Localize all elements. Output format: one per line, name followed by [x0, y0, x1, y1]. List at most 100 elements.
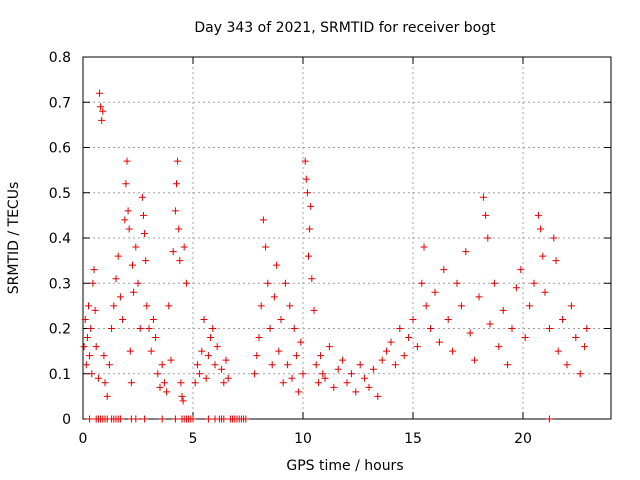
- x-tick-label: 5: [189, 431, 198, 447]
- data-marks: [80, 89, 591, 423]
- data-point: [193, 361, 201, 369]
- data-point: [89, 279, 97, 287]
- data-point: [143, 302, 151, 310]
- data-point: [251, 370, 259, 378]
- data-point: [99, 107, 107, 115]
- data-point: [310, 306, 318, 314]
- y-tick-label: 0.3: [49, 276, 71, 292]
- data-point: [81, 315, 89, 323]
- data-point: [257, 302, 265, 310]
- data-point: [281, 279, 289, 287]
- data-point: [204, 415, 212, 423]
- data-point: [466, 329, 474, 337]
- data-point: [259, 216, 267, 224]
- data-point: [134, 279, 142, 287]
- data-point: [581, 343, 589, 351]
- data-point: [202, 374, 210, 382]
- data-point: [88, 370, 96, 378]
- data-point: [100, 352, 108, 360]
- data-point: [177, 379, 185, 387]
- data-point: [422, 302, 430, 310]
- data-point: [427, 325, 435, 332]
- data-point: [321, 374, 329, 382]
- data-point: [116, 415, 124, 423]
- data-point: [101, 379, 109, 387]
- data-point: [160, 379, 168, 387]
- data-point: [369, 365, 377, 373]
- y-tick-label: 0: [62, 412, 71, 428]
- data-point: [86, 415, 94, 423]
- data-point: [152, 334, 160, 342]
- data-point: [325, 343, 333, 351]
- data-point: [576, 370, 584, 378]
- data-point: [204, 352, 212, 360]
- data-point: [314, 379, 322, 387]
- data-point: [90, 266, 98, 274]
- data-point: [176, 257, 184, 265]
- data-point: [420, 243, 428, 251]
- y-tick-label: 0.7: [49, 95, 71, 111]
- data-point: [207, 334, 215, 342]
- data-point: [174, 157, 182, 165]
- data-point: [361, 374, 369, 382]
- data-point: [484, 234, 492, 242]
- data-point: [167, 356, 175, 364]
- data-point: [279, 379, 287, 387]
- data-point: [512, 284, 520, 292]
- data-point: [80, 343, 88, 351]
- data-point: [218, 365, 226, 373]
- data-point: [308, 275, 316, 283]
- data-point: [105, 361, 113, 369]
- data-point: [545, 325, 553, 332]
- data-point: [171, 415, 179, 423]
- data-point: [273, 261, 281, 269]
- data-point: [539, 252, 547, 260]
- data-point: [559, 315, 567, 323]
- data-point: [378, 356, 386, 364]
- data-point: [220, 379, 228, 387]
- data-point: [156, 383, 164, 391]
- data-point: [200, 315, 208, 323]
- data-point: [396, 325, 404, 332]
- data-point: [125, 225, 133, 233]
- data-point: [175, 225, 183, 233]
- data-point: [178, 392, 186, 400]
- data-point: [182, 279, 190, 287]
- data-point: [409, 315, 417, 323]
- chart-title: Day 343 of 2021, SRMTID for receiver bog…: [194, 20, 496, 36]
- data-point: [97, 103, 105, 111]
- grid: [83, 57, 611, 419]
- x-tick-label: 10: [294, 431, 312, 447]
- data-point: [356, 361, 364, 369]
- data-point: [352, 388, 360, 396]
- data-point: [383, 347, 391, 355]
- data-point: [158, 415, 166, 423]
- data-point: [198, 347, 206, 355]
- data-point: [132, 243, 140, 251]
- data-point: [550, 234, 558, 242]
- data-point: [290, 325, 298, 332]
- data-point: [482, 211, 490, 219]
- data-point: [141, 415, 149, 423]
- data-point: [270, 293, 278, 301]
- data-point: [431, 288, 439, 296]
- y-tick-label: 0.6: [49, 141, 71, 157]
- data-point: [462, 248, 470, 256]
- data-point: [306, 225, 314, 233]
- data-point: [86, 352, 94, 360]
- data-point: [141, 229, 149, 237]
- data-point: [130, 288, 138, 296]
- data-point: [449, 347, 457, 355]
- data-point: [92, 343, 100, 351]
- data-point: [312, 361, 320, 369]
- data-point: [108, 325, 116, 332]
- data-point: [165, 302, 173, 310]
- data-point: [253, 352, 261, 360]
- data-point: [334, 365, 342, 373]
- data-point: [508, 325, 516, 332]
- data-point: [288, 374, 296, 382]
- data-point: [330, 383, 338, 391]
- data-point: [387, 338, 395, 346]
- data-point: [307, 202, 315, 210]
